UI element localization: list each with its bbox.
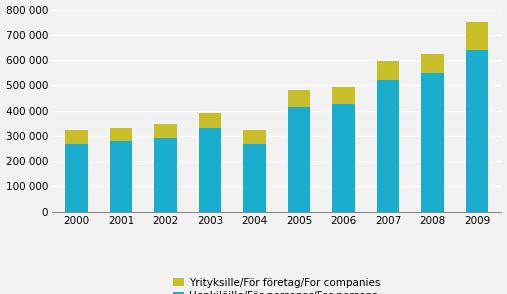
Bar (333, 87, 354, 103)
Bar (243, 130, 266, 144)
Bar (243, 144, 266, 212)
Bar (466, 22, 488, 50)
Bar (199, 113, 221, 128)
Bar (65, 144, 88, 212)
Bar (110, 141, 132, 212)
Bar (421, 54, 444, 73)
Legend: Yrityksille/För företag/For companies, Henkilöille/För personar/For persons: Yrityksille/För företag/For companies, H… (173, 278, 380, 294)
Bar (199, 128, 221, 212)
Bar (377, 61, 399, 80)
Bar (110, 128, 132, 141)
Bar (288, 107, 310, 212)
Bar (155, 138, 176, 212)
Bar (333, 103, 354, 212)
Bar (377, 80, 399, 212)
Bar (155, 124, 176, 138)
Bar (466, 50, 488, 212)
Bar (65, 130, 88, 144)
Bar (421, 73, 444, 212)
Bar (288, 90, 310, 107)
